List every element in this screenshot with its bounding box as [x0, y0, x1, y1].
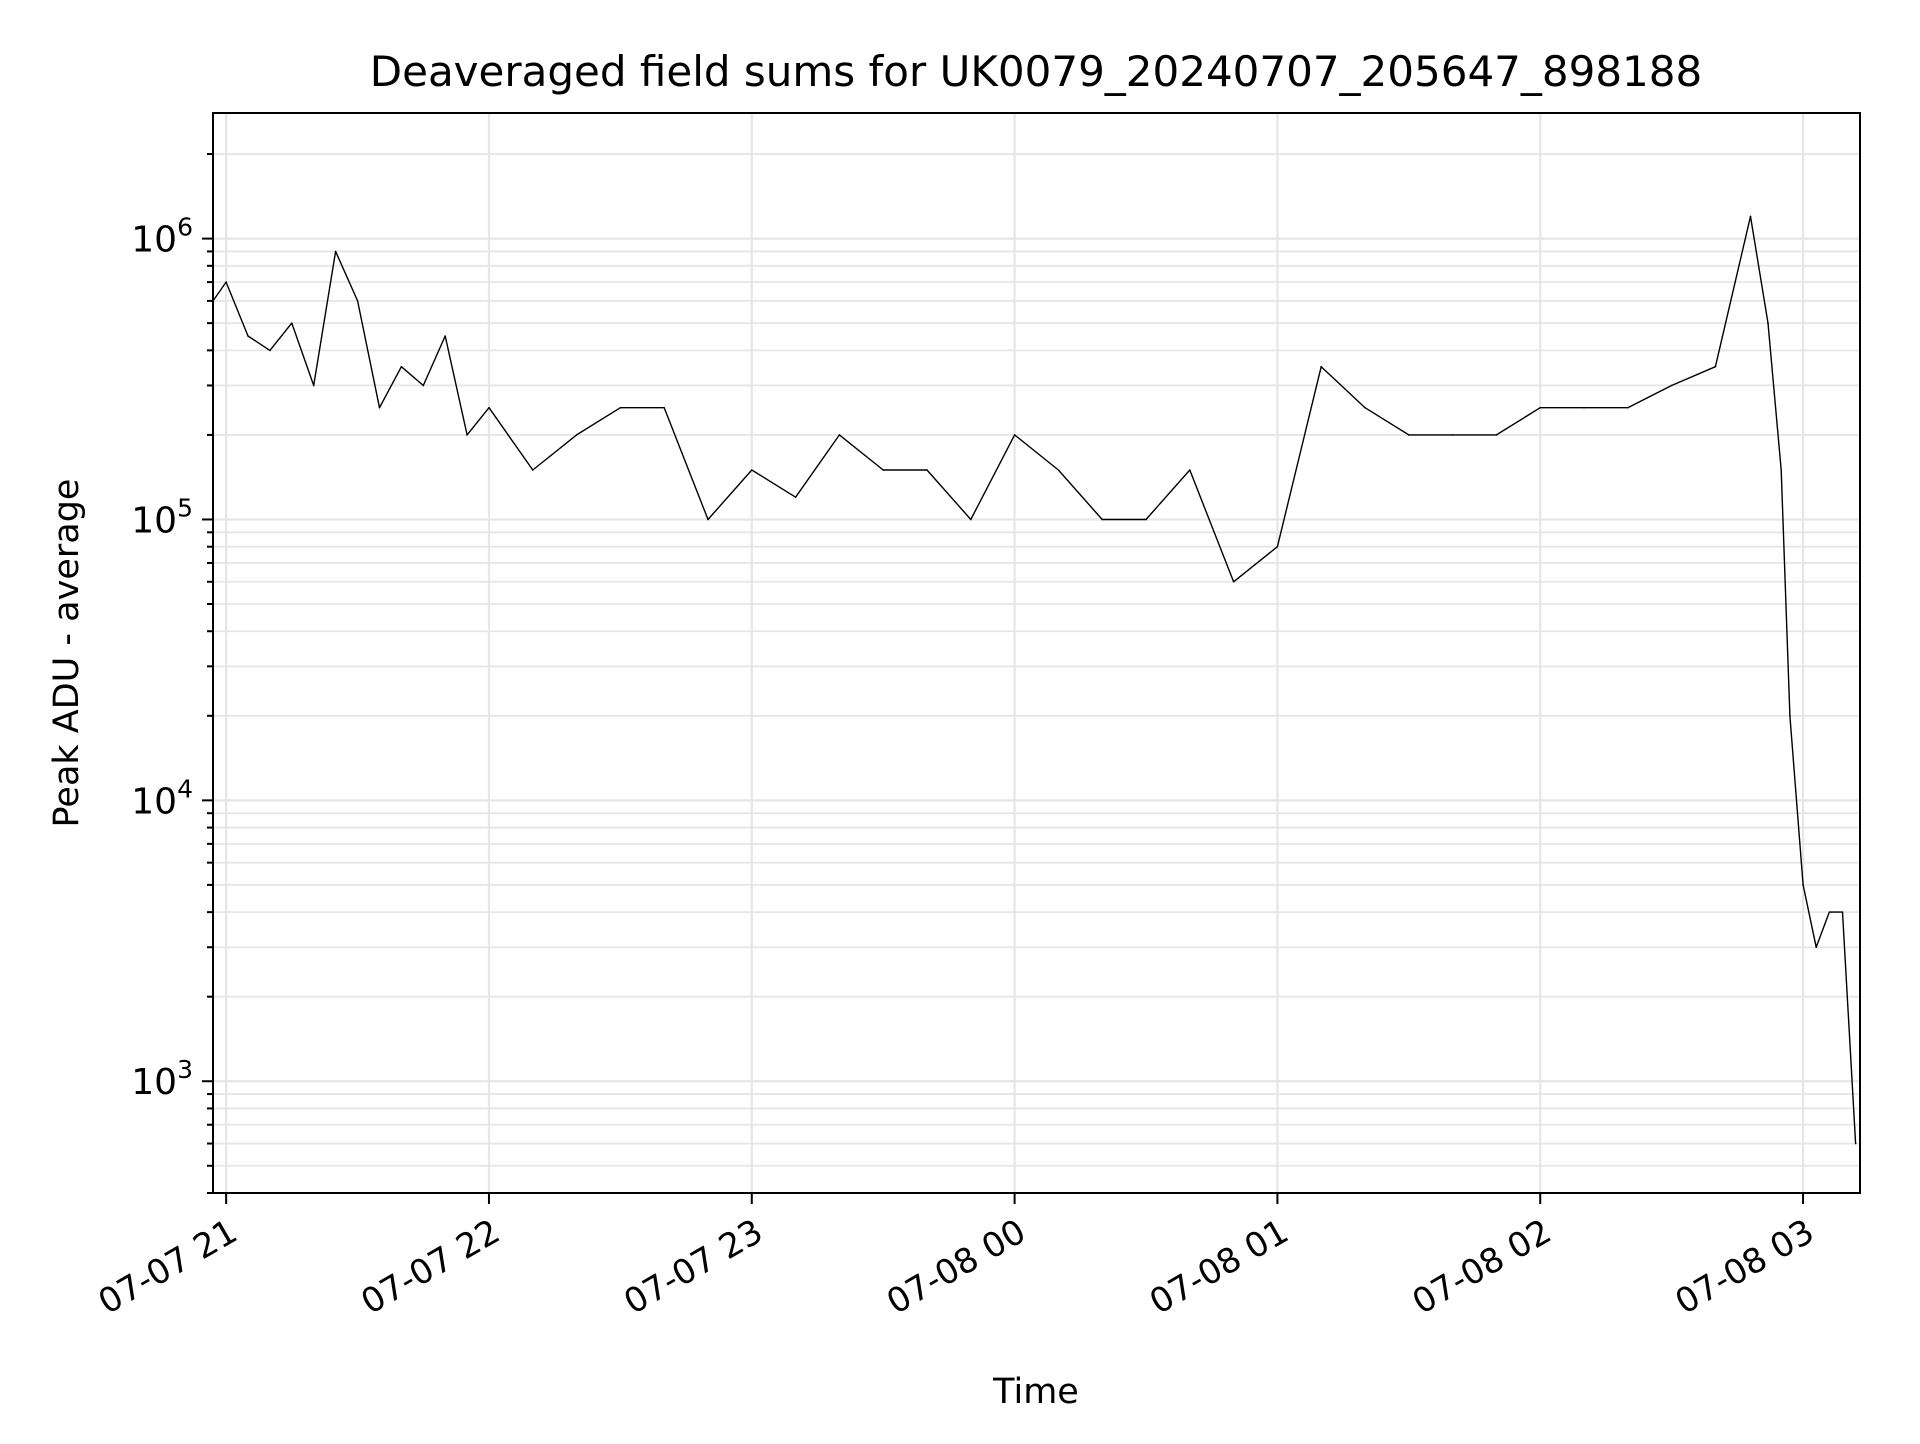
- data-point: [794, 496, 797, 499]
- data-point: [1451, 434, 1454, 436]
- data-point: [444, 335, 446, 337]
- data-point: [663, 406, 665, 409]
- data-point: [356, 300, 359, 302]
- y-tick-base: 10: [131, 781, 177, 822]
- data-point: [838, 434, 841, 436]
- data-point: [247, 335, 249, 337]
- y-tick-label: 106: [131, 213, 193, 261]
- plot-frame: [212, 112, 1861, 1194]
- data-point: [882, 469, 884, 471]
- x-axis-label: Time: [992, 1372, 1079, 1412]
- y-tick-base: 10: [131, 500, 177, 541]
- data-point: [1013, 434, 1016, 436]
- data-point: [1841, 911, 1844, 913]
- data-point: [1101, 518, 1104, 521]
- data-point: [422, 384, 425, 387]
- data-point: [1802, 884, 1804, 886]
- data-point: [269, 349, 271, 352]
- data-point: [1495, 434, 1498, 436]
- data-point: [466, 434, 468, 436]
- data-point: [1583, 406, 1585, 409]
- data-point: [969, 518, 972, 521]
- data-point: [1789, 714, 1791, 717]
- y-tick-exponent: 3: [177, 1055, 193, 1084]
- data-point: [1408, 434, 1410, 436]
- data-point: [1815, 946, 1817, 949]
- y-tick-label: 105: [131, 493, 193, 541]
- data-point: [531, 469, 534, 471]
- data-point: [312, 384, 315, 387]
- y-tick-exponent: 5: [177, 493, 193, 522]
- data-point: [750, 469, 753, 471]
- y-tick-base: 10: [131, 220, 177, 261]
- data-point: [1854, 1142, 1857, 1145]
- data-point: [1189, 469, 1191, 471]
- y-tick-exponent: 4: [177, 774, 193, 803]
- data-series: [212, 215, 1857, 1145]
- data-point: [334, 250, 337, 253]
- y-tick-label: 103: [131, 1055, 193, 1103]
- chart-title: Deaveraged field sums for UK0079_2024070…: [370, 47, 1702, 96]
- data-point: [1057, 469, 1060, 471]
- data-point: [619, 406, 622, 409]
- data-point: [225, 281, 227, 283]
- data-point: [378, 406, 381, 409]
- data-point: [1780, 469, 1782, 471]
- y-tick-exponent: 6: [177, 213, 193, 242]
- data-point: [1749, 215, 1752, 218]
- data-point: [1627, 406, 1629, 409]
- data-point: [291, 322, 293, 324]
- data-point: [1232, 580, 1235, 583]
- data-point: [1276, 545, 1279, 548]
- data-point: [926, 469, 928, 471]
- data-point: [400, 365, 403, 368]
- data-point: [1364, 406, 1366, 409]
- data-point: [1145, 518, 1147, 521]
- y-tick-base: 10: [131, 1062, 177, 1103]
- y-tick-label: 104: [131, 774, 193, 822]
- data-point: [1767, 322, 1769, 324]
- data-point: [1670, 384, 1673, 387]
- y-axis-label: Peak ADU - average: [47, 479, 87, 828]
- data-point: [575, 434, 578, 436]
- data-point: [1320, 365, 1323, 368]
- data-point: [1714, 365, 1717, 368]
- data-point: [1828, 911, 1831, 913]
- gridlines: [213, 113, 1860, 1194]
- data-point: [707, 518, 709, 521]
- data-point: [488, 406, 490, 409]
- data-point: [1539, 406, 1542, 409]
